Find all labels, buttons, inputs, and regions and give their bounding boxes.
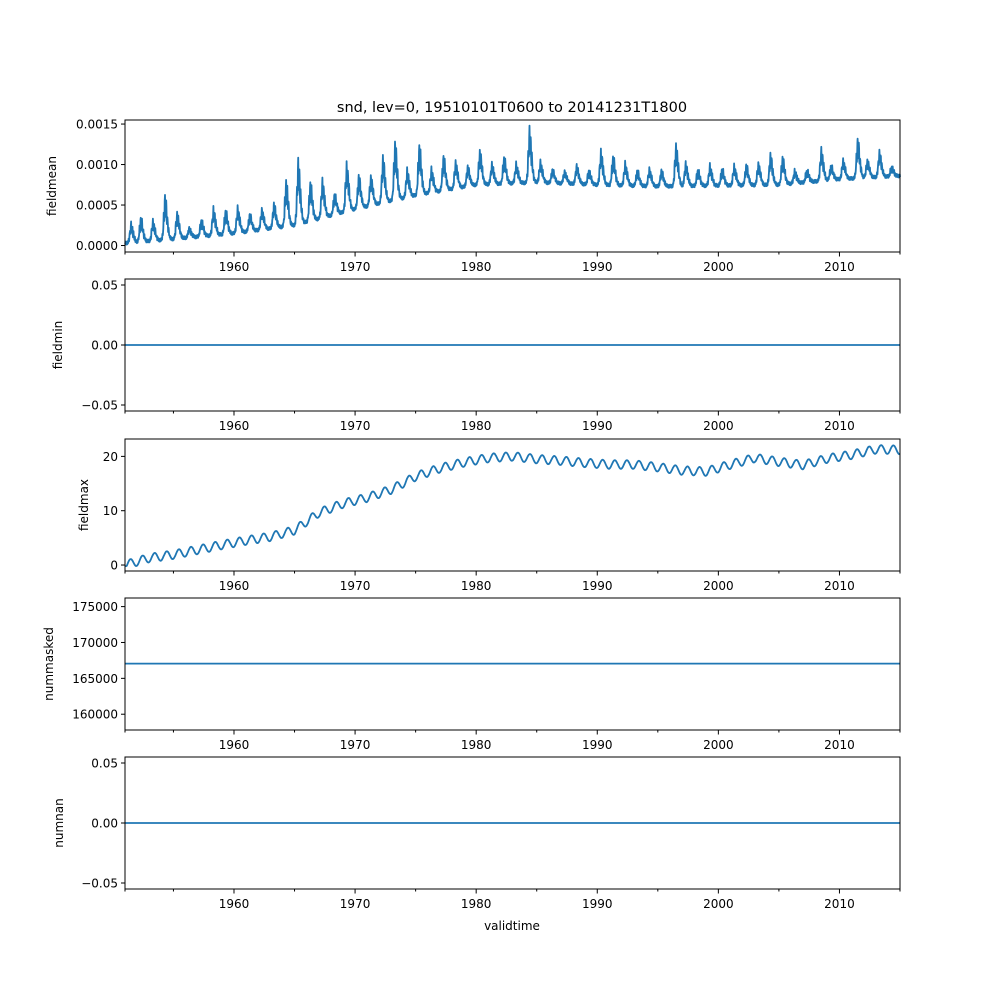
x-tick-label: 2010	[824, 738, 855, 752]
y-tick-label: 0.05	[91, 757, 118, 771]
axes-frame	[124, 438, 901, 572]
x-tick-label: 1990	[582, 419, 613, 433]
axes-frame	[124, 119, 901, 253]
x-tick-label: 1990	[582, 738, 613, 752]
subplot-fieldmax: 0 10 20 fieldmax 1960 1970 1980 1990 2000 2010	[77, 438, 901, 593]
x-tick-label: 1980	[461, 419, 492, 433]
y-tick-label: 0.00	[91, 339, 118, 353]
x-tick-label: 1970	[340, 738, 371, 752]
y-tick-label: 175000	[72, 600, 118, 614]
x-tick-label: 1960	[219, 579, 250, 593]
y-axis-label: numnan	[52, 798, 66, 847]
subplot-nummasked: 160000 165000 170000 175000 nummasked 1960 197…	[42, 597, 901, 752]
x-tick-label: 1990	[582, 579, 613, 593]
x-tick-label: 1980	[461, 897, 492, 911]
chart-title: snd, lev=0, 19510101T0600 to 20141231T18…	[337, 100, 687, 116]
axes-frame	[124, 597, 901, 731]
x-tick-label: 1960	[219, 260, 250, 274]
x-tick-label: 2000	[703, 260, 734, 274]
y-tick-label: 0.05	[91, 279, 118, 293]
x-tick-label: 1980	[461, 260, 492, 274]
y-tick-label: 0	[110, 559, 118, 573]
x-tick-label: 1960	[219, 897, 250, 911]
x-tick-label: 2010	[824, 897, 855, 911]
x-tick-label: 1990	[582, 897, 613, 911]
x-tick-label: 1990	[582, 260, 613, 274]
y-axis-label: fieldmean	[45, 156, 59, 216]
y-axis-label: nummasked	[42, 627, 56, 701]
y-axis-label: fieldmin	[51, 321, 65, 370]
x-tick-label: 2000	[703, 897, 734, 911]
x-tick-label: 2000	[703, 738, 734, 752]
y-tick-label: 10	[103, 504, 118, 518]
y-axis-label: fieldmax	[77, 479, 91, 531]
series-line-fieldmax	[124, 444, 901, 567]
x-tick-label: 2010	[824, 419, 855, 433]
subplot-fieldmin: −0.05 0.00 0.05 fieldmin 1960 1970 1980 1990 200…	[51, 278, 901, 433]
y-tick-label: 170000	[72, 636, 118, 650]
y-tick-label: 0.0015	[76, 118, 118, 132]
subplot-numnan: −0.05 0.00 0.05 numnan 1960 1970 1980 1990 2000 2…	[52, 756, 901, 911]
y-tick-label: 0.0010	[76, 158, 118, 172]
y-tick-label: 0.0000	[76, 239, 118, 253]
x-tick-label: 1960	[219, 738, 250, 752]
y-tick-label: 165000	[72, 672, 118, 686]
x-axis-label: validtime	[484, 919, 540, 933]
x-tick-label: 2010	[824, 260, 855, 274]
x-tick-label: 2010	[824, 579, 855, 593]
y-tick-label: 0.0005	[76, 199, 118, 213]
subplot-fieldmean: 0.0000 0.0005 0.0010 0.0015 fieldmean 1960 197…	[45, 118, 901, 274]
y-tick-label: −0.05	[81, 399, 118, 413]
x-tick-label: 2000	[703, 579, 734, 593]
x-tick-label: 1970	[340, 579, 371, 593]
y-tick-label: −0.05	[81, 877, 118, 891]
y-tick-label: 160000	[72, 708, 118, 722]
x-tick-label: 1980	[461, 579, 492, 593]
x-tick-label: 1970	[340, 419, 371, 433]
x-tick-label: 1970	[340, 260, 371, 274]
y-tick-label: 20	[103, 450, 118, 464]
x-tick-label: 2000	[703, 419, 734, 433]
series-line-fieldmean	[124, 124, 901, 246]
x-tick-label: 1960	[219, 419, 250, 433]
x-tick-label: 1970	[340, 897, 371, 911]
x-tick-label: 1980	[461, 738, 492, 752]
y-tick-label: 0.00	[91, 817, 118, 831]
